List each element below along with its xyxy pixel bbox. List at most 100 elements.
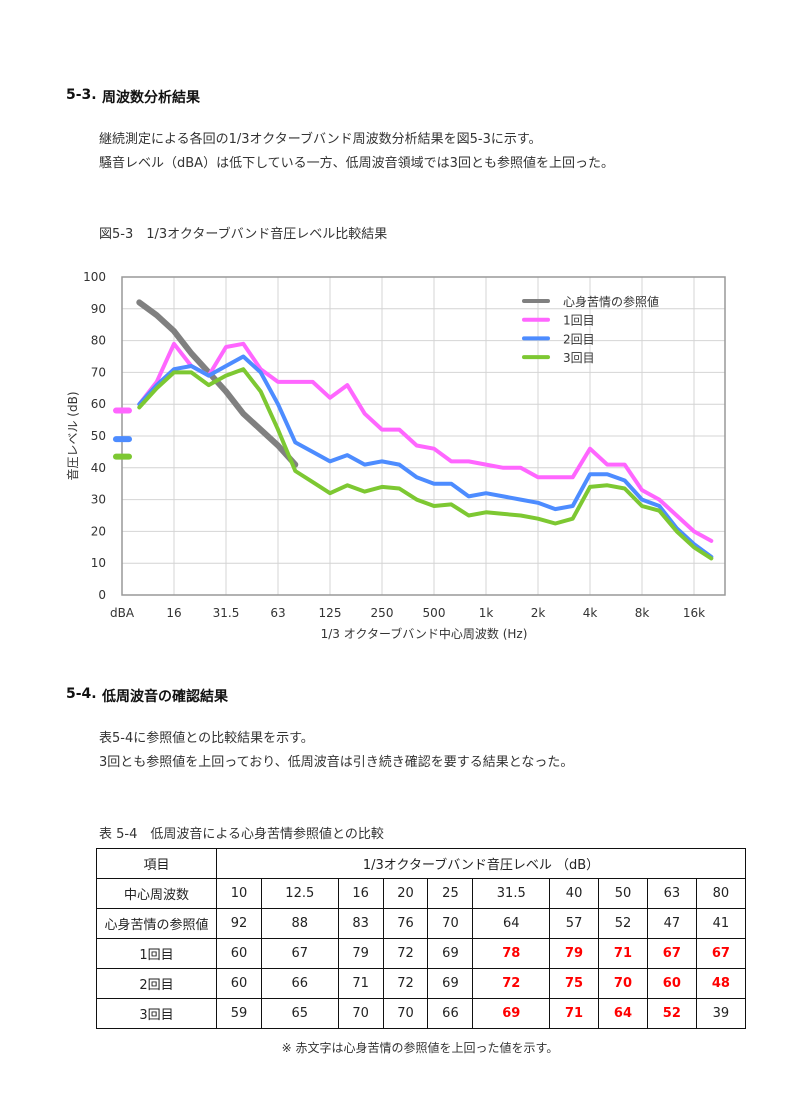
legend-label: 3回目 [563,351,595,365]
table-cell: 71 [549,998,600,1029]
table-row: 心身苦情の参照値 92 88 83 76 70 64 57 52 47 41 [96,908,747,939]
x-tick-label: dBA [110,606,135,620]
paragraph-line: 表5-4に参照値との比較結果を示す。 [99,731,314,746]
table-cell: 70 [382,998,429,1029]
table-cell: 75 [549,968,600,999]
table-cell: 60 [216,938,262,969]
table-cell: 52 [646,998,697,1029]
table-caption: 表 5-4 低周波音による心身苦情参照値との比較 [99,827,384,842]
table-cell: 25 [427,878,474,909]
table-cell: 50 [598,878,648,909]
table-cell: 63 [646,878,697,909]
x-tick-label: 2k [531,606,546,620]
table-cell: 71 [598,938,648,969]
header-group: 1/3オクターブバンド音圧レベル （dB） [216,848,746,879]
table-cell: 83 [337,908,384,939]
x-tick-label: 250 [371,606,394,620]
x-tick-label: 125 [319,606,342,620]
row-label: 1回目 [96,938,217,969]
x-tick-label: 8k [635,606,650,620]
table-cell: 57 [549,908,600,939]
table-cell: 88 [260,908,339,939]
y-tick-label: 70 [91,365,106,379]
table-cell: 40 [549,878,600,909]
table-note: ※ 赤文字は心身苦情の参照値を上回った値を示す。 [281,1041,559,1055]
table-cell: 70 [427,908,474,939]
table-cell: 10 [216,878,262,909]
table-cell: 20 [382,878,429,909]
table-cell: 92 [216,908,262,939]
table-cell: 80 [695,878,747,909]
table-row: 2回目 60 66 71 72 69 72 75 70 60 48 [96,968,747,999]
series-line [137,341,714,543]
table-cell: 64 [598,998,648,1029]
table-cell: 76 [382,908,429,939]
y-tick-label: 30 [91,493,106,507]
table-cell: 72 [382,968,429,999]
row-label: 心身苦情の参照値 [96,908,217,939]
x-tick-label: 4k [583,606,598,620]
x-tick-label: 16 [166,606,181,620]
table-cell: 39 [695,998,747,1029]
header-item: 項目 [96,848,217,879]
table-cell: 69 [427,968,474,999]
section-title: 低周波音の確認結果 [102,689,228,705]
table-cell: 60 [646,968,697,999]
legend-label: 2回目 [563,332,595,346]
series-line [137,367,714,561]
table-cell: 70 [337,998,384,1029]
section-number: 5-3. [66,87,97,103]
table-cell: 47 [646,908,697,939]
row-label: 3回目 [96,998,217,1029]
x-tick-label: 500 [423,606,446,620]
table-cell: 67 [646,938,697,969]
y-tick-label: 20 [91,524,106,538]
frequency-chart: 0 10 20 30 40 50 60 70 80 90 100 dBA 16 31.5 63 125 250 5… [65,270,726,641]
x-tick-label: 1k [479,606,494,620]
y-tick-label: 40 [91,461,106,475]
table-cell: 48 [695,968,747,999]
plot-border [121,276,726,596]
paragraph-line: 3回とも参照値を上回っており、低周波音は引き続き確認を要する結果となった。 [99,755,574,770]
figure-caption: 図5-3 1/3オクターブバンド音圧レベル比較結果 [99,227,388,242]
table-cell: 31.5 [472,878,551,909]
table-row: 中心周波数 10 12.5 16 20 25 31.5 40 50 63 80 [96,878,747,909]
y-tick-label: 80 [91,334,106,348]
row-label: 2回目 [96,968,217,999]
y-axis-title: 音圧レベル (dB) [65,391,80,480]
y-tick-label: 100 [83,270,106,284]
y-tick-label: 0 [98,588,106,602]
table-row: 3回目 59 65 70 70 66 69 71 64 52 39 [96,998,747,1029]
table-cell: 72 [472,968,551,999]
table-cell: 66 [260,968,339,999]
section-number: 5-4. [66,686,97,702]
table-cell: 64 [472,908,551,939]
legend-label: 1回目 [563,314,595,328]
y-tick-label: 10 [91,556,106,570]
comparison-table: 項目 1/3オクターブバンド音圧レベル （dB） 中心周波数 10 12.5 16 20… [96,848,747,1029]
table-cell: 66 [427,998,474,1029]
y-tick-label: 60 [91,397,106,411]
table-cell: 78 [472,938,551,969]
table-header-row: 項目 1/3オクターブバンド音圧レベル （dB） [96,848,746,879]
y-tick-label: 90 [91,302,106,316]
legend-label: 心身苦情の参照値 [563,294,659,309]
table-cell: 70 [598,968,648,999]
y-tick-label: 50 [91,429,106,443]
table-cell: 72 [382,938,429,969]
table-cell: 16 [337,878,384,909]
table-cell: 69 [472,998,551,1029]
table-cell: 69 [427,938,474,969]
row-label: 中心周波数 [96,878,217,909]
table-cell: 65 [260,998,339,1029]
table-row: 1回目 60 67 79 72 69 78 79 71 67 67 [96,938,747,969]
table-cell: 67 [695,938,747,969]
table-cell: 79 [549,938,600,969]
table-cell: 79 [337,938,384,969]
paragraph-line: 騒音レベル（dBA）は低下している一方、低周波音領域では3回とも参照値を上回った… [99,156,614,171]
x-tick-label: 31.5 [213,606,240,620]
table-cell: 71 [337,968,384,999]
x-axis-title: 1/3 オクターブバンド中心周波数 (Hz) [321,626,528,641]
table-cell: 59 [216,998,262,1029]
table-cell: 67 [260,938,339,969]
